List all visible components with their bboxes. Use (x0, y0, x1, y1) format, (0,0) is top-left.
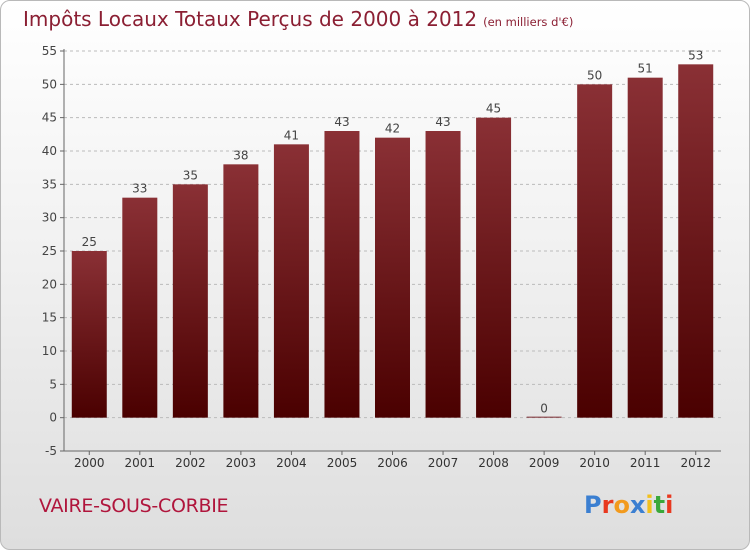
bar-value-label: 38 (233, 148, 248, 162)
x-tick-label: 2002 (175, 456, 206, 470)
logo-letter: x (629, 491, 646, 519)
x-tick-label: 2004 (276, 456, 307, 470)
bar-value-label: 45 (486, 102, 501, 116)
bar (678, 64, 714, 418)
x-tick-label: 2005 (327, 456, 358, 470)
y-tick-label: 40 (42, 144, 57, 158)
x-tick-label: 2012 (680, 456, 711, 470)
y-tick-label: 15 (42, 311, 57, 325)
x-tick-label: 2008 (478, 456, 509, 470)
bar-value-label: 33 (132, 182, 147, 196)
logo-letter: i (665, 491, 674, 519)
bar (425, 131, 461, 418)
y-tick-label: 5 (49, 377, 57, 391)
x-tick-label: 2003 (226, 456, 257, 470)
bar (627, 77, 663, 418)
bar-value-label: 0 (540, 402, 548, 416)
bar-value-label: 50 (587, 68, 602, 82)
x-tick-label: 2001 (125, 456, 156, 470)
bar (71, 251, 107, 418)
y-tick-label: -5 (45, 444, 57, 458)
y-tick-label: 35 (42, 177, 57, 191)
bar-value-label: 43 (334, 115, 349, 129)
bar-value-label: 51 (638, 62, 653, 76)
x-tick-label: 2011 (630, 456, 661, 470)
x-tick-label: 2007 (428, 456, 459, 470)
x-tick-label: 2009 (529, 456, 560, 470)
bar (172, 184, 208, 418)
bar (122, 197, 158, 418)
bar-value-label: 25 (82, 235, 97, 249)
x-tick-label: 2000 (74, 456, 105, 470)
y-tick-label: 25 (42, 244, 57, 258)
bar (273, 144, 309, 418)
x-tick-label: 2010 (579, 456, 610, 470)
bar (526, 416, 562, 418)
y-tick-label: 50 (42, 77, 57, 91)
logo-letter: o (613, 491, 630, 519)
logo-letter: i (645, 491, 654, 519)
title-unit: (en milliers d'€) (483, 15, 574, 29)
title-main: Impôts Locaux Totaux Perçus de 2000 à 20… (23, 7, 478, 31)
bar-value-label: 35 (183, 168, 198, 182)
bar (476, 117, 512, 418)
bar-value-label: 41 (284, 128, 299, 142)
bar (324, 131, 360, 418)
bar (223, 164, 259, 418)
bar-value-label: 43 (435, 115, 450, 129)
logo-letter: r (601, 491, 614, 519)
logo-letter: P (584, 491, 602, 519)
y-tick-label: 55 (42, 44, 57, 58)
y-tick-label: 20 (42, 277, 57, 291)
y-tick-label: 0 (49, 411, 57, 425)
bar (375, 137, 410, 418)
logo-letter: t (653, 491, 666, 519)
chart-title: Impôts Locaux Totaux Perçus de 2000 à 20… (23, 7, 573, 31)
y-tick-label: 10 (42, 344, 57, 358)
x-tick-label: 2006 (377, 456, 408, 470)
place-name: VAIRE-SOUS-CORBIE (39, 495, 229, 517)
bar-value-label: 42 (385, 122, 400, 136)
y-tick-label: 30 (42, 211, 57, 225)
bar-value-label: 53 (688, 48, 703, 62)
bar (577, 84, 613, 418)
proxiti-logo: Proxiti (584, 491, 673, 519)
y-tick-label: 45 (42, 111, 57, 125)
